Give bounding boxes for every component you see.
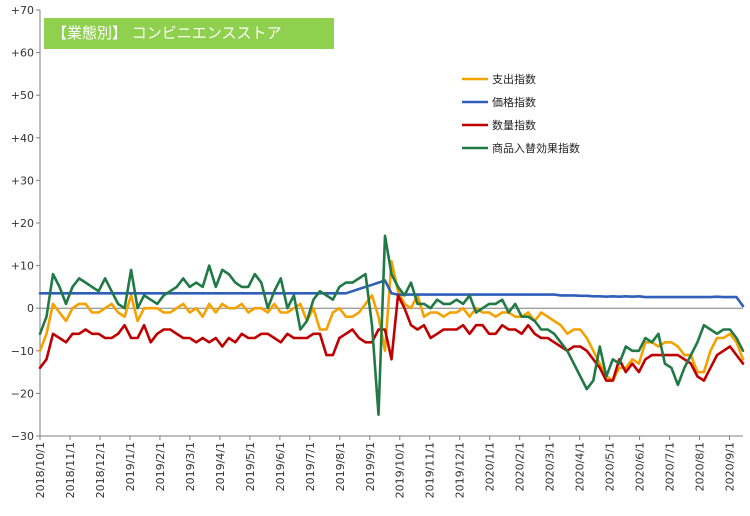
- y-tick-label: +50: [11, 89, 34, 102]
- x-tick-label: 2020/8/1: [694, 442, 707, 491]
- x-tick-label: 2019/8/1: [334, 442, 347, 491]
- y-tick-label: +20: [11, 217, 34, 230]
- legend-label: 商品入替効果指数: [492, 141, 580, 155]
- x-tick-label: 2020/7/1: [664, 442, 677, 491]
- x-tick-label: 2020/1/1: [484, 442, 497, 491]
- y-tick-label: +70: [11, 4, 34, 17]
- x-tick-label: 2019/1/1: [124, 442, 137, 491]
- chart-title-box: [44, 18, 334, 49]
- y-tick-label: −10: [11, 345, 34, 358]
- x-tick-label: 2020/6/1: [634, 442, 647, 491]
- x-tick-label: 2020/2/1: [514, 442, 527, 491]
- y-tick-label: +30: [11, 174, 34, 187]
- x-tick-label: 2019/6/1: [274, 442, 287, 491]
- series-line: [38, 279, 745, 308]
- x-tick-label: 2019/2/1: [154, 442, 167, 491]
- y-tick-label: +40: [11, 132, 34, 145]
- x-tick-label: 2018/12/1: [94, 442, 107, 498]
- chart-axes: −30 −20 −10 0 +10 +20 +30 +40 +50 +60 +70 2018/10/1…: [11, 4, 743, 498]
- series-line: [38, 234, 745, 417]
- legend-label: 支出指数: [492, 72, 536, 86]
- x-tick-label: 2019/7/1: [304, 442, 317, 491]
- x-tick-label: 2020/5/1: [604, 442, 617, 491]
- legend-label: 数量指数: [492, 118, 536, 132]
- series-line: [38, 259, 745, 382]
- x-tick-label: 2020/3/1: [544, 442, 557, 491]
- y-tick-label: +60: [11, 47, 34, 60]
- x-tick-label: 2020/4/1: [574, 442, 587, 491]
- chart-title: 【業態別】 コンビニエンスストア: [52, 24, 282, 42]
- x-tick-label: 2019/9/1: [364, 442, 377, 491]
- x-tick-label: 2018/10/1: [34, 442, 47, 498]
- x-tick-label: 2019/4/1: [214, 442, 227, 491]
- x-tick-label: 2019/12/1: [454, 442, 467, 498]
- legend-label: 価格指数: [492, 95, 536, 109]
- x-tick-label: 2019/3/1: [184, 442, 197, 491]
- y-tick-label: +10: [11, 260, 34, 273]
- y-tick-label: 0: [27, 302, 34, 315]
- x-tick-label: 2019/11/1: [424, 442, 437, 498]
- x-tick-label: 2019/10/1: [394, 442, 407, 498]
- series-line: [38, 294, 745, 382]
- x-tick-label: 2018/11/1: [64, 442, 77, 498]
- chart-series: [38, 234, 745, 417]
- y-tick-label: −20: [11, 387, 34, 400]
- y-tick-label: −30: [11, 430, 34, 443]
- x-tick-label: 2019/5/1: [244, 442, 257, 491]
- x-tick-label: 2020/9/1: [724, 442, 737, 491]
